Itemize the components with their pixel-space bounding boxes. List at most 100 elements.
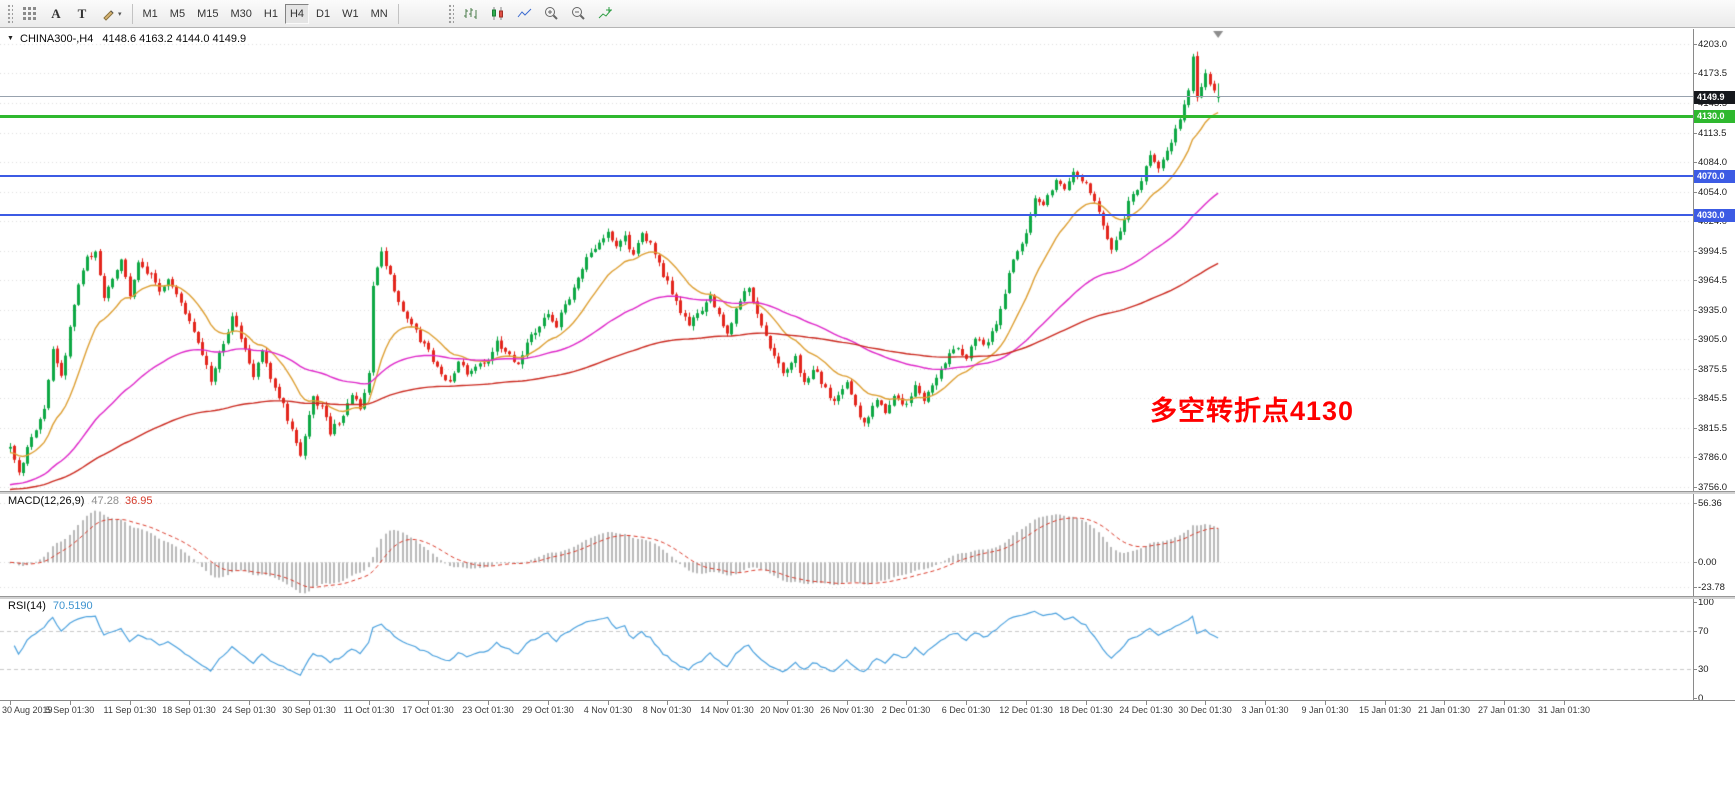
time-label: 31 Jan 01:30 xyxy=(1537,705,1591,715)
chart-annotation-text[interactable]: 多空转折点4130 xyxy=(1150,396,1355,426)
time-axis-tick xyxy=(966,701,967,705)
axis-label: 4054.0 xyxy=(1698,187,1728,198)
timeframe-m30-button[interactable]: M30 xyxy=(230,7,252,20)
macd-name: MACD(12,26,9) xyxy=(8,495,85,507)
time-label: 21 Jan 01:30 xyxy=(1417,705,1471,715)
time-axis-tick xyxy=(130,701,131,705)
time-label: 8 Nov 01:30 xyxy=(642,705,692,715)
timeframe-d1-button[interactable]: D1 xyxy=(316,7,331,20)
time-axis[interactable]: 30 Aug 2019 5 Sep 01:30 11 Sep 01:30 18 Sep… xyxy=(0,700,1735,718)
price-axis-tick xyxy=(1694,73,1697,74)
current-price-line[interactable] xyxy=(0,96,1693,97)
timeframe-m15-button[interactable]: M15 xyxy=(197,7,219,20)
ohlc-info: ▼ CHINA300-,H4 4148.6 4163.2 4144.0 4149… xyxy=(7,33,246,45)
time-label: 2 Dec 01:30 xyxy=(881,705,931,715)
axis-label: 3875.5 xyxy=(1698,364,1728,375)
price-axis-tick xyxy=(1694,133,1697,134)
timeframe-m1-button[interactable]: M1 xyxy=(142,7,158,20)
axis-label: 3935.0 xyxy=(1698,305,1728,316)
axis-label: 0 xyxy=(1698,693,1704,704)
time-label: 14 Nov 01:30 xyxy=(700,705,754,715)
time-label: 27 Jan 01:30 xyxy=(1477,705,1531,715)
time-axis-tick xyxy=(727,701,728,705)
candlestick-chart-icon[interactable] xyxy=(485,4,510,24)
time-label: 3 Jan 01:30 xyxy=(1241,705,1289,715)
time-axis-tick xyxy=(1504,701,1505,705)
hline-4030[interactable] xyxy=(0,214,1693,216)
pane-separator-macd[interactable] xyxy=(0,491,1735,494)
time-label: 18 Sep 01:30 xyxy=(162,705,216,715)
rsi-value: 70.5190 xyxy=(52,600,93,612)
time-label: 6 Dec 01:30 xyxy=(941,705,991,715)
axis-label: 30 xyxy=(1698,664,1709,675)
axis-label: 56.36 xyxy=(1698,498,1722,509)
time-label: 30 Dec 01:30 xyxy=(1178,705,1232,715)
time-axis-tick xyxy=(1086,701,1087,705)
hline-4070[interactable] xyxy=(0,175,1693,177)
time-label: 26 Nov 01:30 xyxy=(820,705,874,715)
toolbar-grip[interactable] xyxy=(447,3,454,24)
axis-label: 100 xyxy=(1698,597,1714,608)
time-axis-tick xyxy=(906,701,907,705)
axis-label: 4113.5 xyxy=(1698,128,1727,139)
text-a-icon[interactable]: A xyxy=(51,5,61,21)
hline-4030-badge: 4030.0 xyxy=(1694,209,1735,222)
time-label: 4 Nov 01:30 xyxy=(583,705,633,715)
zoom-in-icon[interactable] xyxy=(539,4,564,24)
chart-grid-icon[interactable] xyxy=(17,4,42,24)
timeframe-h1-button[interactable]: H1 xyxy=(263,7,278,20)
draw-pencil-icon[interactable]: ▾ xyxy=(96,4,127,24)
time-label: 24 Dec 01:30 xyxy=(1119,705,1173,715)
price-axis-tick xyxy=(1694,339,1697,340)
time-axis-tick xyxy=(1385,701,1386,705)
time-label: 11 Sep 01:30 xyxy=(103,705,157,715)
price-axis-tick xyxy=(1694,631,1697,632)
macd-label: MACD(12,26,9) 47.28 36.95 xyxy=(8,495,152,507)
text-t-icon[interactable]: T xyxy=(77,5,87,21)
axis-label: 3905.0 xyxy=(1698,334,1728,345)
line-chart-icon[interactable] xyxy=(512,4,537,24)
price-axis-tick xyxy=(1694,562,1697,563)
time-label: 20 Nov 01:30 xyxy=(760,705,814,715)
time-label: 15 Jan 01:30 xyxy=(1358,705,1412,715)
hline-4130[interactable] xyxy=(0,115,1693,118)
timeframe-group: M1 M5 M15 M30 H1 H4 D1 W1 MN xyxy=(137,3,394,24)
pane-separator-rsi[interactable] xyxy=(0,596,1735,599)
rsi-name: RSI(14) xyxy=(8,600,46,612)
time-axis-tick xyxy=(1205,701,1206,705)
price-axis-tick xyxy=(1694,369,1697,370)
price-axis-tick xyxy=(1694,503,1697,504)
time-axis-tick xyxy=(488,701,489,705)
hline-4070-badge: 4070.0 xyxy=(1694,170,1735,183)
bar-chart-icon[interactable] xyxy=(458,4,483,24)
time-label: 30 Sep 01:30 xyxy=(282,705,336,715)
zoom-out-icon[interactable] xyxy=(566,4,591,24)
indicators-icon[interactable] xyxy=(593,4,618,24)
axis-label: 4084.0 xyxy=(1698,157,1728,168)
price-axis-tick xyxy=(1694,280,1697,281)
time-axis-tick xyxy=(1564,701,1565,705)
timeframe-w1-button[interactable]: W1 xyxy=(342,7,359,20)
price-axis-tick xyxy=(1694,487,1697,488)
time-label: 30 Aug 2019 xyxy=(2,705,53,715)
axis-label: 4173.5 xyxy=(1698,68,1728,79)
axis-label: 3756.0 xyxy=(1698,482,1728,493)
price-axis-tick xyxy=(1694,398,1697,399)
macd-main-value: 47.28 xyxy=(91,495,119,507)
symbol-dropdown-icon[interactable]: ▼ xyxy=(7,35,14,42)
time-axis-tick xyxy=(369,701,370,705)
axis-label: 4203.0 xyxy=(1698,39,1728,50)
time-axis-tick xyxy=(847,701,848,705)
time-axis-tick xyxy=(1444,701,1445,705)
price-axis[interactable]: 4149.94130.04070.04030.04203.04173.54143… xyxy=(1693,29,1735,704)
timeframe-m5-button[interactable]: M5 xyxy=(169,7,186,20)
price-axis-tick xyxy=(1694,457,1697,458)
time-label: 23 Oct 01:30 xyxy=(462,705,514,715)
time-label: 17 Oct 01:30 xyxy=(402,705,454,715)
toolbar-grip[interactable] xyxy=(7,3,13,24)
time-axis-tick xyxy=(309,701,310,705)
timeframe-mn-button[interactable]: MN xyxy=(370,7,388,20)
axis-label: 3994.5 xyxy=(1698,246,1728,257)
timeframe-h4-button[interactable]: H4 xyxy=(284,3,310,24)
